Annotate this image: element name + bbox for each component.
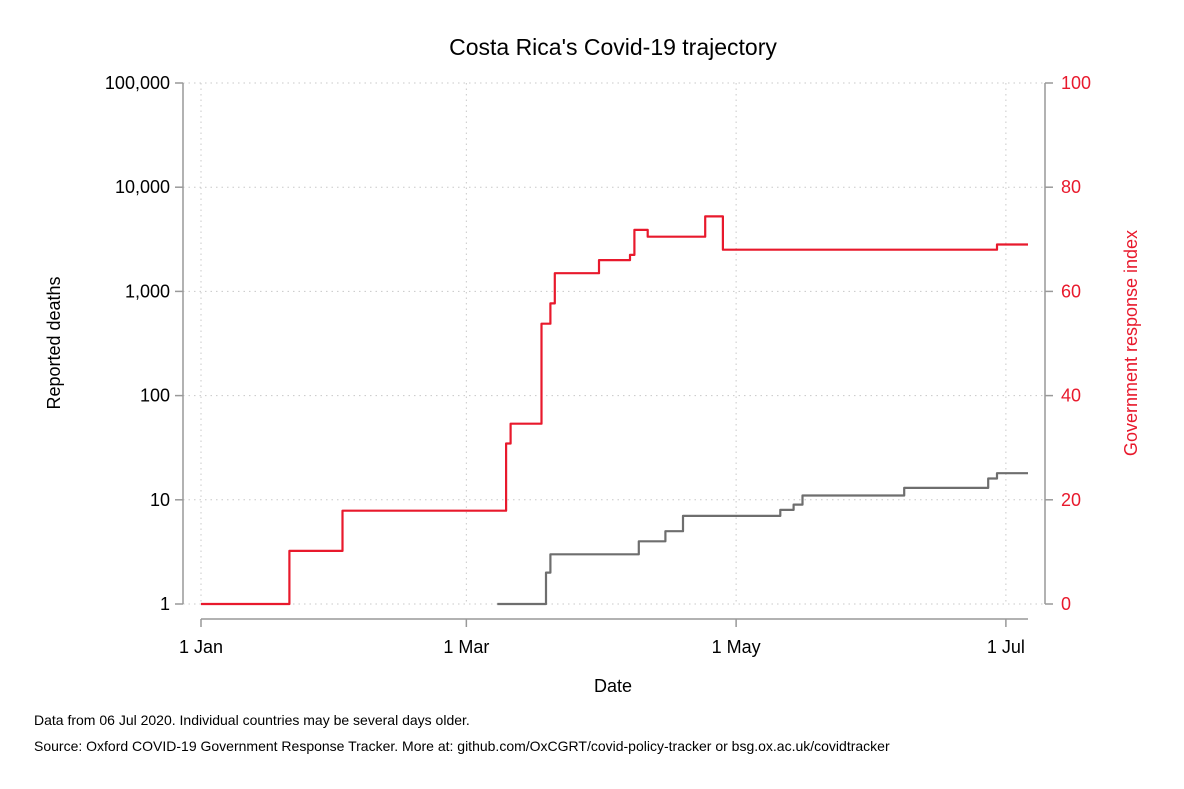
x-tick-label: 1 Jul [987,637,1025,657]
y-axis-label-right: Government response index [1121,230,1141,456]
y-left-tick-label: 100 [140,386,170,406]
y-right-tick-label: 40 [1061,386,1081,406]
y-left-tick-label: 10,000 [115,177,170,197]
x-axis-label: Date [594,676,632,696]
y-right-tick-label: 20 [1061,490,1081,510]
y-left-tick-label: 1 [160,594,170,614]
covid-trajectory-chart: 1 10 100 1,000 10,000 100,000 0 20 40 60 80 100 1 Ja… [44,34,1141,696]
y-right-tick-label: 100 [1061,73,1091,93]
data-note: Data from 06 Jul 2020. Individual countr… [34,712,470,728]
grid-lines [183,82,1045,605]
x-tick-label: 1 May [712,637,761,657]
y-right-tick-label: 60 [1061,281,1081,301]
government-response-index-line [201,215,1028,606]
y-left-tick-label: 10 [150,490,170,510]
source-note: Source: Oxford COVID-19 Government Respo… [34,738,890,754]
axes: 1 10 100 1,000 10,000 100,000 0 20 40 60 80 100 1 Ja… [105,73,1091,657]
y-left-tick-label: 100,000 [105,73,170,93]
y-left-tick-label: 1,000 [125,281,170,301]
y-right-tick-label: 0 [1061,594,1071,614]
x-tick-label: 1 Jan [179,637,223,657]
y-axis-label-left: Reported deaths [44,276,64,409]
chart-title: Costa Rica's Covid-19 trajectory [449,34,777,60]
series-lines [201,215,1028,606]
x-tick-label: 1 Mar [443,637,489,657]
y-right-tick-label: 80 [1061,177,1081,197]
reported-deaths-line [497,472,1028,606]
